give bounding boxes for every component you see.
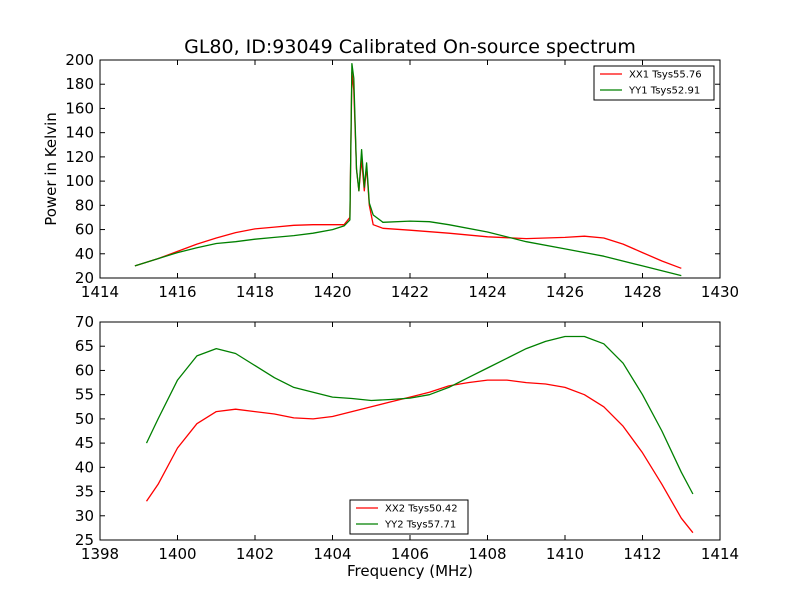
bottom-x-tick-label: 1414 [701,545,739,563]
bottom-y-tick-label: 40 [75,458,94,476]
bottom-y-tick-label: 65 [75,337,94,355]
top-y-axis-ticks: 20 40 60 80 100 120 140 160 180 200 [65,51,720,287]
top-x-axis-ticks: 1414 1416 1418 1420 1422 1424 1426 1428 1430 [81,60,739,301]
top-legend: XX1 Tsys55.76 YY1 Tsys52.91 [593,65,715,101]
top-legend-box [593,65,715,101]
bottom-y-tick-label: 45 [75,434,94,452]
bottom-x-tick-label: 1406 [391,545,429,563]
top-y-tick-label: 60 [75,221,94,239]
bottom-legend-label-xx2: XX2 Tsys50.42 [385,504,458,515]
top-y-tick-label: 160 [65,99,94,117]
top-x-tick-label: 1430 [701,283,739,301]
top-x-tick-label: 1428 [623,283,661,301]
top-series-lines [134,62,682,277]
top-y-axis-label: Power in Kelvin [42,112,60,226]
bottom-series-line-xx2 [145,379,694,534]
top-legend-label-yy1: YY1 Tsys52.91 [628,86,700,97]
top-y-tick-label: 80 [75,196,94,214]
bottom-y-tick-label: 35 [75,483,94,501]
bottom-x-tick-label: 1410 [546,545,584,563]
bottom-x-axis-ticks: 1398 1400 1402 1404 1406 1408 1410 1412 1414 [81,322,739,563]
x-axis-label: Frequency (MHz) [347,562,473,580]
top-y-tick-label: 120 [65,148,94,166]
bottom-legend: XX2 Tsys50.42 YY2 Tsys57.71 [349,499,469,535]
bottom-y-tick-label: 50 [75,410,94,428]
top-x-tick-label: 1422 [391,283,429,301]
top-x-tick-label: 1416 [158,283,196,301]
bottom-series-line-yy2 [145,335,694,495]
bottom-x-tick-label: 1402 [236,545,274,563]
bottom-legend-box [349,499,469,535]
top-x-tick-label: 1418 [236,283,274,301]
bottom-y-axis-ticks: 25 30 35 40 45 50 55 60 65 70 [75,313,720,549]
top-y-tick-label: 100 [65,172,94,190]
top-y-tick-label: 200 [65,51,94,69]
bottom-x-tick-label: 1404 [313,545,351,563]
top-subplot: 1414 1416 1418 1420 1422 1424 1426 1428 1430 20 4… [42,51,739,301]
bottom-legend-label-yy2: YY2 Tsys57.71 [384,520,456,531]
top-x-tick-label: 1414 [81,283,119,301]
top-x-tick-label: 1420 [313,283,351,301]
bottom-y-tick-label: 70 [75,313,94,331]
bottom-y-tick-label: 25 [75,531,94,549]
top-y-tick-label: 140 [65,124,94,142]
figure-title: GL80, ID:93049 Calibrated On-source spec… [184,36,636,58]
top-x-tick-label: 1426 [546,283,584,301]
top-y-tick-label: 20 [75,269,94,287]
bottom-x-tick-label: 1408 [468,545,506,563]
top-legend-label-xx1: XX1 Tsys55.76 [629,70,702,81]
bottom-series-lines [145,335,694,534]
bottom-subplot: 1398 1400 1402 1404 1406 1408 1410 1412 1414 25 3… [75,313,739,563]
top-y-tick-label: 40 [75,245,94,263]
bottom-x-tick-label: 1400 [158,545,196,563]
top-x-tick-label: 1424 [468,283,506,301]
bottom-x-tick-label: 1412 [623,545,661,563]
bottom-y-tick-label: 30 [75,507,94,525]
top-series-line-yy1 [134,62,682,277]
bottom-y-tick-label: 60 [75,361,94,379]
bottom-x-tick-label: 1398 [81,545,119,563]
bottom-y-tick-label: 55 [75,386,94,404]
top-y-tick-label: 180 [65,75,94,93]
